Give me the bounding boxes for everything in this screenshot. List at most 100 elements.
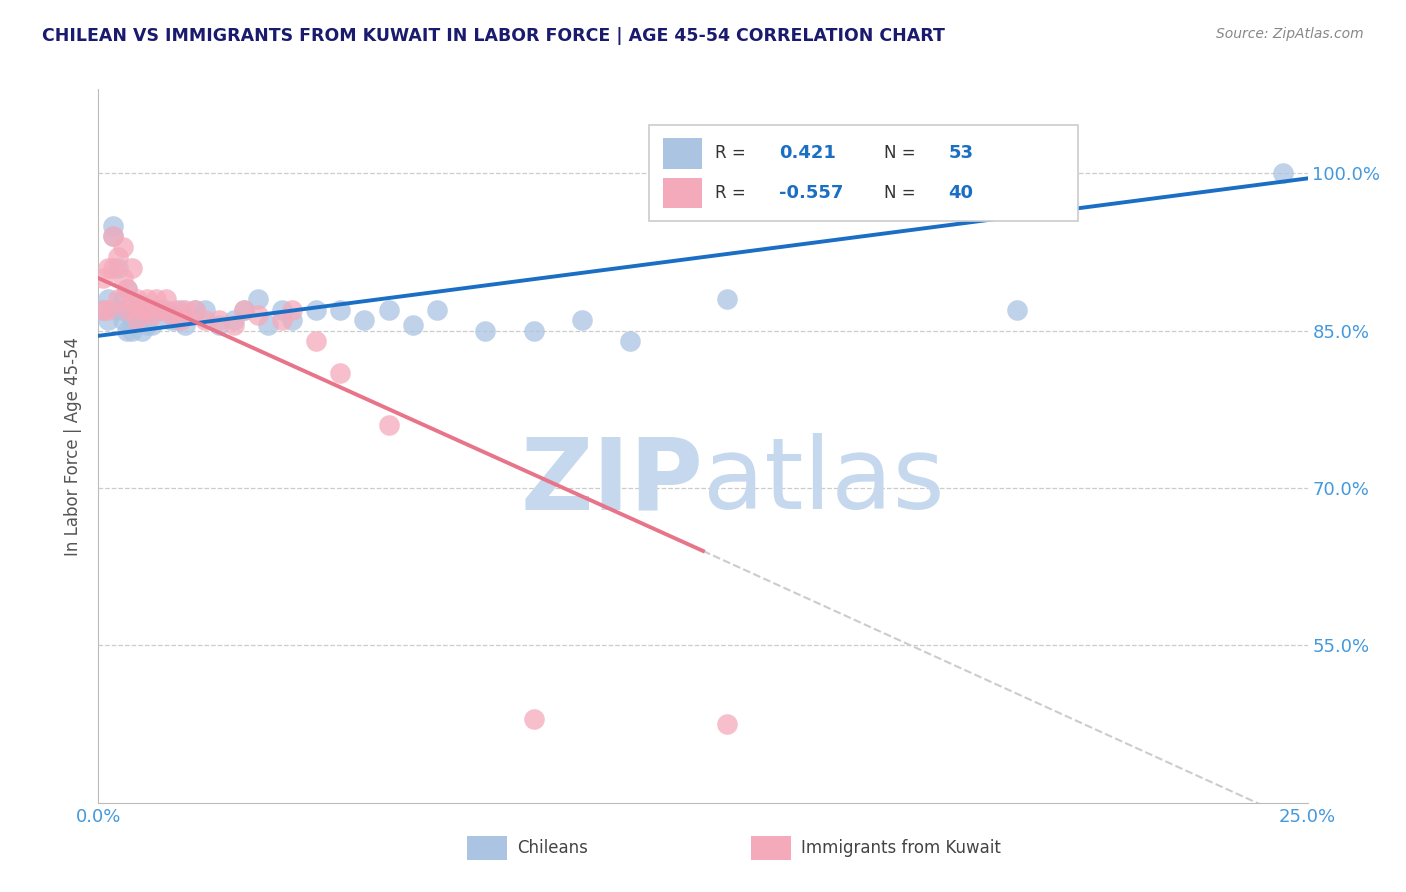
Point [1272,166,1295,180]
Point [232,302,254,317]
Point [271,302,294,317]
Text: Source: ZipAtlas.com: Source: ZipAtlas.com [1216,27,1364,41]
Point [247,292,270,306]
FancyBboxPatch shape [648,125,1078,221]
Point [222,318,245,333]
Text: 0.421: 0.421 [779,145,837,162]
Point [165,302,187,317]
Text: -0.557: -0.557 [779,184,844,202]
Point [117,282,139,296]
Point [111,302,134,317]
Point [232,302,254,317]
Point [101,219,124,233]
Text: N =: N = [884,145,915,162]
Point [111,292,134,306]
Point [474,324,496,338]
Point [135,318,157,333]
Point [97,260,120,275]
Point [256,318,278,333]
Point [107,302,129,317]
Point [101,229,124,244]
Point [91,302,114,317]
Point [97,302,120,317]
Point [174,302,197,317]
Point [329,366,352,380]
Point [131,324,153,338]
Point [141,302,163,317]
Point [127,302,149,317]
Point [281,302,304,317]
Point [111,239,134,253]
Point [160,313,183,327]
Point [135,292,157,306]
FancyBboxPatch shape [664,138,702,169]
Point [91,271,114,285]
Point [426,302,449,317]
Point [305,302,328,317]
Point [131,313,153,327]
Point [131,302,153,317]
Point [155,292,177,306]
Point [281,313,304,327]
Point [208,313,231,327]
Point [169,313,191,327]
Point [150,302,173,317]
Point [107,292,129,306]
Point [208,318,231,333]
Point [117,324,139,338]
Y-axis label: In Labor Force | Age 45-54: In Labor Force | Age 45-54 [65,336,83,556]
Point [353,313,375,327]
Point [150,302,173,317]
Point [127,292,149,306]
Point [121,297,143,311]
Point [145,302,167,317]
Point [165,313,187,327]
Point [271,313,294,327]
Text: 40: 40 [949,184,973,202]
Point [1007,302,1029,317]
Text: N =: N = [884,184,915,202]
Point [127,313,149,327]
Text: 53: 53 [949,145,973,162]
Point [329,302,352,317]
Point [169,302,191,317]
FancyBboxPatch shape [467,837,508,860]
Point [222,313,245,327]
Point [117,302,139,317]
Point [117,302,139,317]
Point [141,308,163,322]
Point [101,229,124,244]
Point [127,297,149,311]
Point [117,282,139,296]
Point [571,313,593,327]
Point [194,302,217,317]
Point [402,318,425,333]
Point [716,717,738,731]
FancyBboxPatch shape [751,837,792,860]
Point [121,313,143,327]
Point [97,292,120,306]
Point [135,302,157,317]
Point [305,334,328,348]
Point [619,334,641,348]
Point [377,417,399,432]
Point [716,292,738,306]
Point [184,302,207,317]
FancyBboxPatch shape [664,178,702,209]
Text: Immigrants from Kuwait: Immigrants from Kuwait [801,838,1001,856]
Text: R =: R = [716,145,745,162]
Point [155,302,177,317]
Point [101,260,124,275]
Point [111,313,134,327]
Point [107,260,129,275]
Point [377,302,399,317]
Point [135,302,157,317]
Text: R =: R = [716,184,745,202]
Point [121,324,143,338]
Point [107,250,129,264]
Point [194,313,217,327]
Point [247,308,270,322]
Text: Chileans: Chileans [517,838,588,856]
Point [97,313,120,327]
Point [141,318,163,333]
